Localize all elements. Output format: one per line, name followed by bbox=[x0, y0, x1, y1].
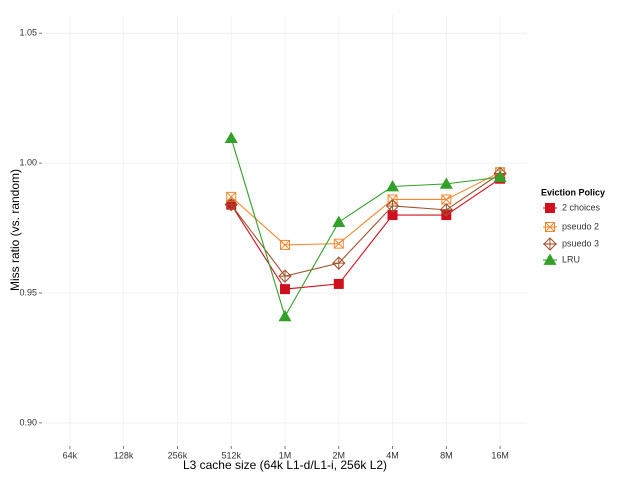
data-point bbox=[493, 170, 507, 183]
marker-shape bbox=[439, 177, 453, 189]
data-point bbox=[439, 203, 454, 217]
data-point bbox=[439, 177, 453, 189]
marker-shape bbox=[333, 238, 344, 249]
series-line bbox=[230, 137, 501, 318]
marker-shape bbox=[385, 199, 400, 213]
marker-shape bbox=[543, 253, 557, 265]
y-tick-label: 1.05 bbox=[19, 28, 37, 38]
x-tick-label: 64k bbox=[63, 450, 78, 460]
x-tick-label: 2M bbox=[333, 450, 346, 460]
data-point bbox=[332, 215, 346, 227]
y-tick-label: 1.00 bbox=[19, 157, 37, 167]
series-line bbox=[230, 173, 501, 277]
legend-title: Eviction Policy bbox=[541, 187, 605, 197]
marker-shape bbox=[280, 240, 290, 250]
x-tick-label: 4M bbox=[386, 450, 399, 460]
marker-shape bbox=[543, 237, 557, 251]
marker-shape bbox=[333, 238, 344, 249]
marker-shape bbox=[545, 222, 555, 232]
marker-shape bbox=[439, 203, 454, 217]
marker-shape bbox=[493, 170, 507, 183]
marker-shape bbox=[280, 284, 290, 295]
y-tick-label: 0.90 bbox=[19, 417, 37, 427]
marker-shape bbox=[387, 210, 398, 221]
series-line bbox=[230, 171, 501, 246]
marker-shape bbox=[278, 309, 292, 322]
series-line bbox=[230, 178, 501, 290]
marker-shape bbox=[280, 239, 290, 250]
legend-marker bbox=[545, 222, 555, 232]
marker-shape bbox=[332, 215, 346, 227]
y-axis-title: Miss ratio (vs. random) bbox=[8, 169, 22, 291]
marker-shape bbox=[545, 203, 555, 213]
legend-label: LRU bbox=[562, 254, 580, 264]
legend-marker bbox=[543, 237, 557, 251]
marker-shape bbox=[441, 194, 452, 205]
marker-shape bbox=[545, 222, 555, 232]
data-point bbox=[333, 238, 344, 249]
x-tick-label: 8M bbox=[440, 450, 453, 460]
marker-shape bbox=[226, 192, 237, 202]
x-tick-label: 512k bbox=[221, 450, 241, 460]
legend-label: psuedo 3 bbox=[562, 238, 599, 248]
data-point bbox=[280, 239, 290, 250]
data-point bbox=[385, 199, 400, 213]
marker-shape bbox=[224, 131, 238, 144]
marker-shape bbox=[332, 256, 346, 270]
data-point bbox=[333, 278, 344, 289]
x-axis-title: L3 cache size (64k L1-d/L1-i, 256k L2) bbox=[183, 458, 387, 472]
x-tick-label: 128k bbox=[114, 450, 134, 460]
legend-marker bbox=[543, 253, 557, 265]
data-point bbox=[224, 131, 238, 144]
marker-shape bbox=[224, 197, 238, 212]
marker-shape bbox=[278, 269, 292, 283]
x-tick-label: 1M bbox=[279, 450, 292, 460]
y-tick-label: 0.95 bbox=[19, 287, 37, 297]
data-point bbox=[278, 269, 292, 283]
data-point bbox=[332, 256, 346, 270]
legend-marker bbox=[545, 203, 555, 213]
marker-shape bbox=[333, 278, 344, 289]
data-point bbox=[386, 179, 400, 192]
legend-label: 2 choices bbox=[562, 202, 601, 212]
data-point bbox=[224, 197, 238, 212]
data-point bbox=[387, 210, 398, 221]
data-point bbox=[278, 309, 292, 322]
x-tick-label: 16M bbox=[491, 450, 509, 460]
x-tick-label: 256k bbox=[168, 450, 188, 460]
legend-label: pseudo 2 bbox=[562, 221, 599, 231]
marker-shape bbox=[386, 179, 400, 192]
data-point bbox=[280, 284, 290, 295]
